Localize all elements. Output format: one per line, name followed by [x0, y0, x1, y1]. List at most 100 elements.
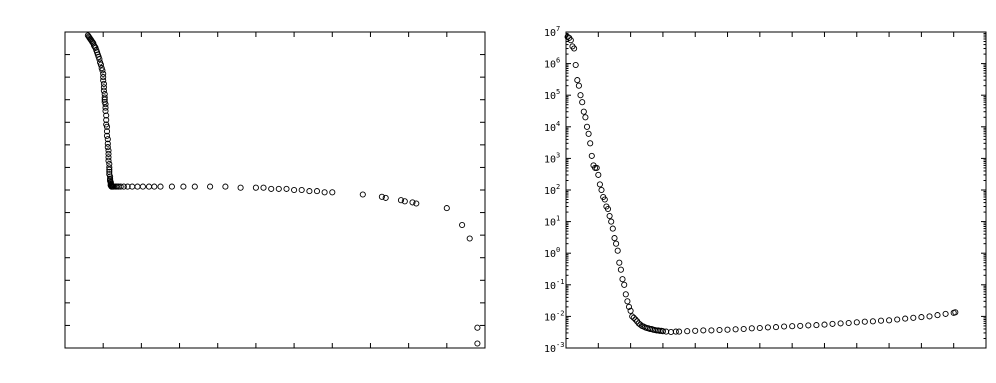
- data-point: [168, 183, 175, 190]
- data-point: [619, 276, 626, 283]
- data-point: [756, 324, 763, 332]
- data-point: [869, 318, 876, 325]
- data-point: [91, 43, 98, 50]
- data-point: [579, 99, 586, 106]
- data-point: [764, 324, 771, 331]
- data-point: [105, 147, 112, 154]
- data-point: [101, 94, 108, 101]
- data-point: [853, 319, 860, 326]
- data-point: [934, 312, 941, 319]
- data-point: [611, 235, 618, 242]
- data-point: [313, 188, 321, 195]
- data-point: [106, 160, 113, 168]
- data-point: [105, 150, 112, 157]
- data-point: [105, 157, 112, 164]
- data-point: [409, 199, 416, 206]
- data-point: [145, 183, 153, 190]
- data-point: [207, 183, 214, 190]
- data-point: [99, 67, 106, 74]
- data-point: [106, 168, 113, 175]
- data-point: [102, 101, 109, 108]
- data-point: [672, 328, 679, 335]
- data-point: [113, 183, 120, 190]
- data-point: [789, 323, 796, 330]
- data-point: [103, 112, 110, 119]
- data-point: [104, 136, 111, 143]
- data-point: [572, 61, 579, 69]
- gcv-panel: 10-3 10-2 10-1 100 101 102 103 104 105 106 107: [544, 25, 987, 355]
- data-point: [106, 166, 113, 173]
- data-point: [601, 196, 608, 203]
- data-point: [100, 87, 107, 94]
- data-point: [103, 128, 111, 135]
- y-tick-label: 103: [544, 151, 560, 165]
- data-point: [329, 189, 336, 196]
- data-point: [157, 183, 164, 190]
- data-point: [104, 144, 111, 151]
- data-point: [100, 70, 107, 77]
- data-point: [629, 313, 636, 320]
- data-point: [740, 325, 747, 333]
- data-point: [105, 154, 112, 161]
- data-point: [382, 194, 389, 201]
- data-point: [397, 197, 405, 204]
- y-tick-label: 102: [544, 183, 560, 197]
- data-point: [104, 140, 111, 147]
- data-point: [466, 235, 473, 242]
- data-point: [781, 323, 788, 330]
- data-point: [191, 183, 198, 190]
- data-point: [748, 325, 755, 332]
- data-point: [692, 327, 699, 334]
- data-point: [708, 327, 715, 334]
- data-point: [577, 92, 584, 99]
- data-point: [616, 259, 623, 266]
- data-point: [637, 321, 644, 328]
- data-point: [100, 77, 107, 84]
- data-point: [100, 74, 107, 81]
- data-point: [474, 324, 481, 331]
- data-point: [598, 186, 605, 194]
- data-point: [845, 319, 852, 327]
- data-point: [117, 183, 124, 190]
- y-tick-label: 105: [544, 88, 560, 102]
- data-point: [613, 240, 620, 247]
- data-point: [910, 314, 917, 321]
- data-point: [608, 218, 615, 225]
- data-point: [151, 183, 158, 190]
- data-point: [107, 173, 114, 180]
- data-point: [180, 183, 187, 190]
- data-point: [443, 205, 450, 212]
- data-point: [574, 77, 581, 84]
- data-point: [813, 322, 820, 329]
- data-point: [716, 326, 723, 334]
- data-point: [861, 318, 868, 325]
- data-point: [585, 130, 592, 137]
- data-point: [134, 183, 141, 190]
- data-point: [139, 183, 146, 190]
- data-point: [656, 327, 663, 334]
- y-tick-label: 106: [544, 57, 560, 71]
- data-point: [237, 184, 244, 191]
- data-point: [298, 186, 305, 194]
- data-point: [401, 198, 408, 205]
- data-point: [606, 212, 613, 220]
- data-point: [622, 291, 629, 298]
- data-point: [120, 183, 127, 190]
- data-point: [797, 322, 804, 329]
- y-tick-label: 10-2: [544, 309, 564, 323]
- data-point: [571, 45, 578, 52]
- data-point: [96, 56, 103, 63]
- data-point: [942, 310, 949, 317]
- data-point: [103, 116, 110, 124]
- data-point: [621, 281, 628, 288]
- data-point: [829, 320, 836, 327]
- data-point: [918, 314, 925, 321]
- data-point: [609, 225, 616, 232]
- data-point: [582, 114, 589, 121]
- plot-frame: [64, 31, 486, 349]
- data-point: [260, 184, 267, 191]
- data-point: [252, 184, 259, 191]
- l-curve-panel: [64, 31, 486, 349]
- data-point: [268, 185, 275, 192]
- data-point: [617, 266, 624, 273]
